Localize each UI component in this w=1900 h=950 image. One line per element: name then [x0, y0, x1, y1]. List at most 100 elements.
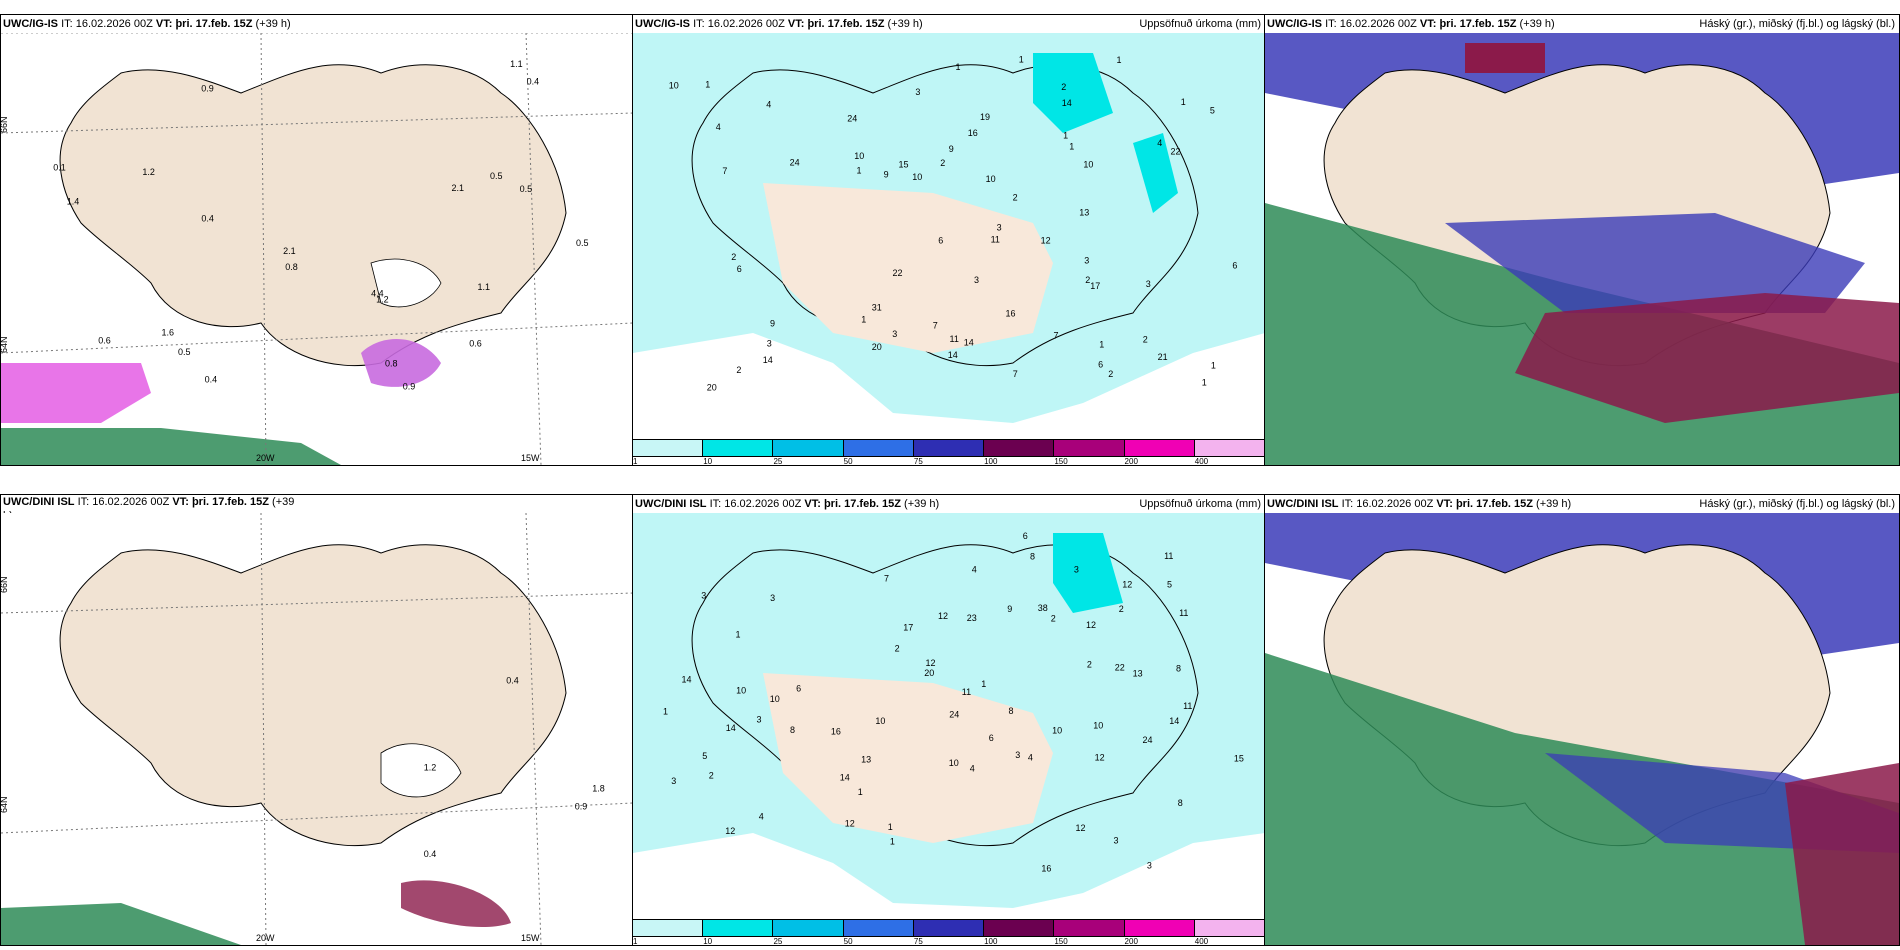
precip-value: 14 — [1062, 98, 1072, 108]
precip-value: 3 — [892, 329, 897, 339]
colorbar-tick: 75 — [913, 457, 923, 466]
colorbar: 1 10 25 50 75 100 150 200 400 — [633, 919, 1265, 945]
precip-value: 7 — [933, 320, 938, 330]
precip-value: 22 — [1171, 147, 1181, 157]
colorbar-swatch — [773, 440, 844, 456]
precip-value: 13 — [1133, 669, 1143, 679]
precip-value: 1 — [663, 706, 668, 716]
colorbar-tick: 25 — [773, 937, 783, 946]
precip-value: 24 — [790, 157, 800, 167]
precip-value: 13 — [1079, 208, 1089, 218]
precip-value: 1 — [861, 314, 866, 324]
precip-value: 2 — [1119, 604, 1124, 614]
colorbar-tick: 400 — [1194, 937, 1209, 946]
panel-header: UWC/DINI ISL IT: 16.02.2026 00Z VT: þri.… — [1265, 495, 1899, 513]
colorbar-swatch — [984, 440, 1055, 456]
precip-value: 20 — [707, 383, 717, 393]
colorbar-swatch — [1194, 440, 1265, 456]
precip-value: 1 — [956, 62, 961, 72]
colorbar-tick: 100 — [984, 457, 998, 466]
colorbar-swatch — [703, 440, 774, 456]
precip-value: 2 — [1087, 659, 1092, 669]
panel-header: UWC/IG-IS IT: 16.02.2026 00Z VT: þri. 17… — [633, 15, 1265, 33]
panel-title: Uppsöfnuð úrkoma (mm) — [1139, 498, 1261, 510]
lat-label: 66N — [1, 576, 9, 593]
lon-label: 20W — [256, 933, 275, 943]
precip-value: 2 — [1108, 369, 1113, 379]
colorbar-tick: 10 — [703, 937, 713, 946]
precip-value: 1 — [890, 837, 895, 847]
precip-value: 2 — [895, 643, 900, 653]
colorbar-tick: 100 — [984, 937, 998, 946]
precip-value: 8 — [1178, 798, 1183, 808]
colorbar-tick: 75 — [913, 937, 923, 946]
precip-value: 7 — [884, 574, 889, 584]
precip-value: 0.5 — [576, 238, 589, 248]
precip-value: 20 — [924, 668, 934, 678]
lat-label: 64N — [1, 796, 9, 813]
precip-value: 38 — [1038, 603, 1048, 613]
precip-value: 4.4 — [371, 288, 384, 298]
precip-value: 17 — [903, 623, 913, 633]
cloud-map — [1265, 33, 1899, 465]
precip-value: 1 — [1063, 130, 1068, 140]
precip-value: 1 — [1211, 360, 1216, 370]
precip-value: 0.5 — [490, 171, 503, 181]
precip-value: 12 — [725, 826, 735, 836]
precip-value: 3 — [1147, 861, 1152, 871]
precip-value: 3 — [757, 715, 762, 725]
precip-value: 1.1 — [510, 59, 523, 69]
map-panel-top-right: UWC/IG-IS IT: 16.02.2026 00Z VT: þri. 17… — [1264, 14, 1900, 466]
colorbar-swatch — [773, 920, 844, 936]
precip-value: 0.5 — [178, 347, 191, 357]
colorbar-tick: 50 — [843, 457, 853, 466]
precip-value: 5 — [1167, 580, 1172, 590]
precip-value: 1 — [736, 630, 741, 640]
precip-value: 10 — [1083, 160, 1093, 170]
colorbar-tick: 200 — [1124, 937, 1138, 946]
cloud-map — [1265, 513, 1899, 945]
precip-value: 3 — [770, 593, 775, 603]
precip-value: 8 — [1176, 663, 1181, 673]
panel-header: UWC/IG-IS IT: 16.02.2026 00Z VT: þri. 17… — [1265, 15, 1899, 33]
precip-value: 1 — [1181, 97, 1186, 107]
precip-value: 14 — [682, 674, 692, 684]
precip-value: 3 — [671, 776, 676, 786]
precip-value: 14 — [840, 773, 850, 783]
colorbar-swatch — [1194, 920, 1265, 936]
precip-value: 12 — [1076, 823, 1086, 833]
precip-value: 0.6 — [469, 338, 482, 348]
map-panel-bottom-right: UWC/DINI ISL IT: 16.02.2026 00Z VT: þri.… — [1264, 494, 1900, 946]
precip-value: 14 — [763, 355, 773, 365]
precip-value: 0.9 — [575, 802, 588, 812]
colorbar-tick: 50 — [843, 937, 853, 946]
colorbar-swatch — [913, 920, 985, 936]
precip-value: 3 — [1114, 836, 1119, 846]
precip-value: 24 — [949, 709, 959, 719]
precip-value: 0.6 — [98, 335, 111, 345]
precip-value: 6 — [989, 733, 994, 743]
precip-value: 1.8 — [592, 783, 605, 793]
precip-value: 5 — [702, 751, 707, 761]
precip-value: 14 — [1169, 716, 1179, 726]
colorbar: 1 10 25 50 75 100 150 200 400 — [633, 439, 1265, 465]
precip-value: 3 — [1084, 255, 1089, 265]
precip-value: 17 — [1090, 281, 1100, 291]
precip-value: 9 — [1007, 604, 1012, 614]
precip-value: 1.2 — [424, 762, 437, 772]
precip-value: 1 — [888, 822, 893, 832]
precip-value: 3 — [915, 87, 920, 97]
precip-value: 1 — [1019, 55, 1024, 65]
precip-value-labels: 0.9 0.9 1.6 1.2 0.5 0.8 0.5 0.4 0.8 0.5 0.6 0.1 2.1 4… — [53, 59, 588, 391]
precip-value: 2 — [940, 158, 945, 168]
precip-value: 12 — [1086, 620, 1096, 630]
precip-value: 12 — [926, 658, 936, 668]
precip-value: 15 — [899, 160, 909, 170]
precip-value: 1 — [981, 679, 986, 689]
precip-value: 1.2 — [142, 167, 155, 177]
colorbar-swatch — [913, 440, 985, 456]
colorbar-tick: 1 — [633, 457, 638, 466]
panel-title: Uppsöfnuð úrkoma (mm) — [1139, 18, 1261, 30]
